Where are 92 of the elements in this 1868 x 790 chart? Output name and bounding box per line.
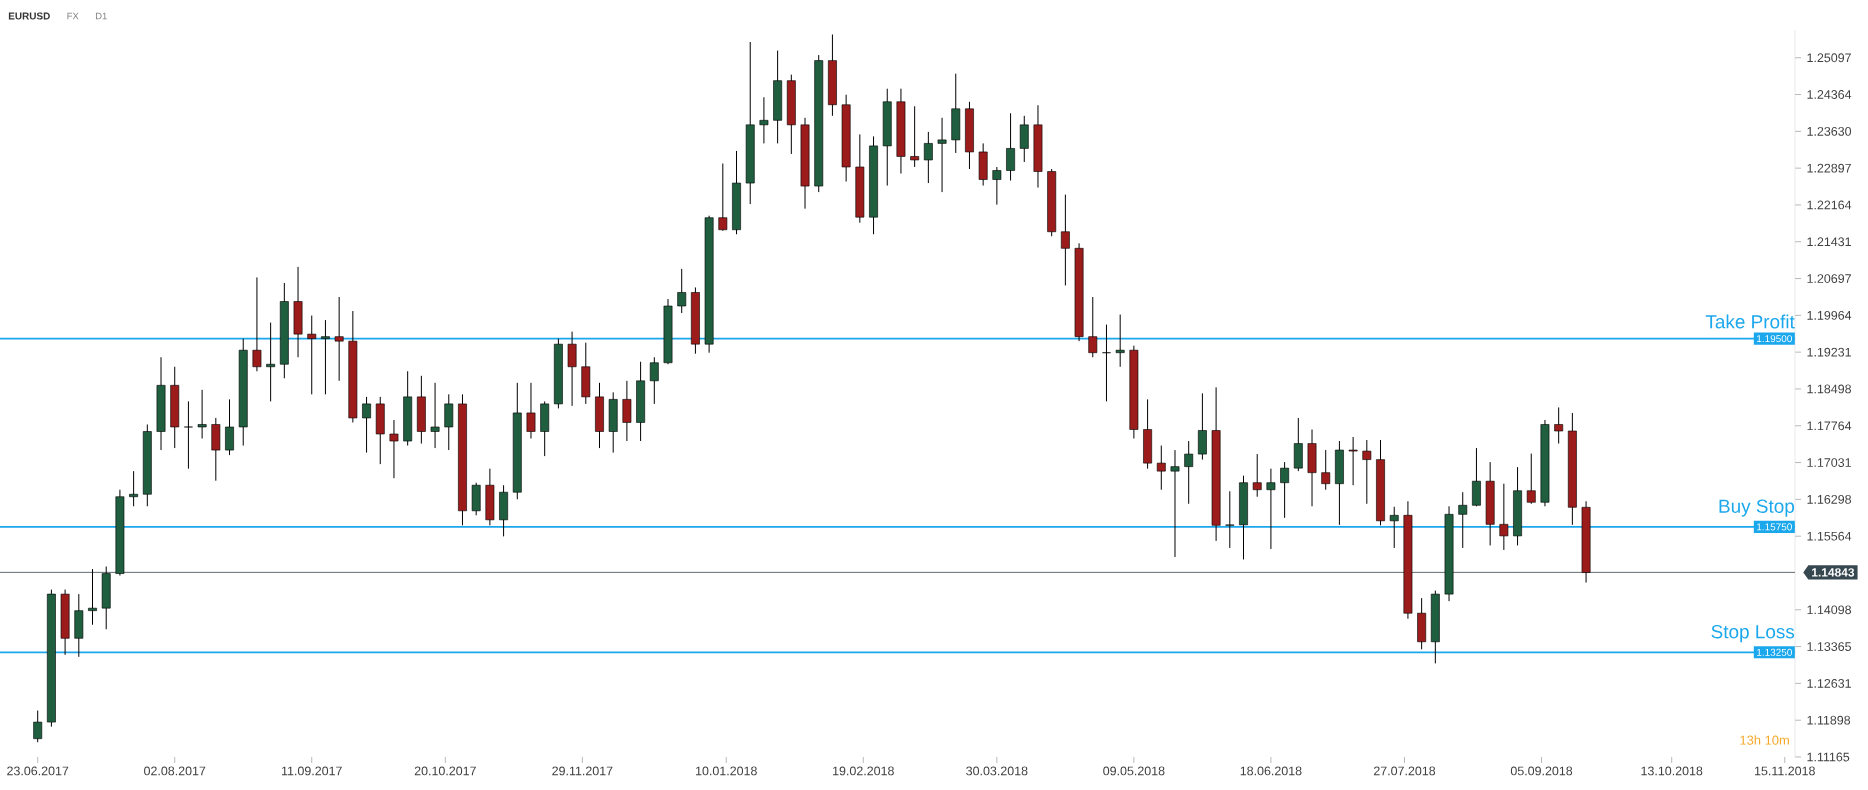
annotation: 13h 10m [1740, 735, 1789, 745]
y-tick-label: 1.12631 [1807, 679, 1851, 688]
candlestick [307, 315, 317, 395]
y-tick-label: 1.17031 [1807, 458, 1851, 467]
candlestick [992, 166, 1002, 206]
annotation: 1.13250 [1757, 648, 1792, 656]
candlestick [1348, 436, 1358, 486]
candlestick [677, 268, 687, 314]
candlestick [910, 105, 920, 168]
x-tick-label: 23.06.2017 [7, 766, 69, 776]
x-tick-label: 02.08.2017 [144, 766, 206, 776]
x-tick-label: 29.11.2017 [552, 766, 613, 776]
candlestick [567, 331, 577, 407]
y-tick-label: 1.19964 [1807, 310, 1852, 320]
y-tick-label: 1.11898 [1807, 715, 1851, 725]
y-tick-label: 1.22897 [1807, 163, 1851, 173]
candlestick [649, 356, 659, 405]
candlestick [1060, 194, 1070, 286]
candlestick [1458, 491, 1468, 549]
candlestick [266, 322, 276, 402]
candlestick [362, 396, 371, 454]
ref-line-label: Take Profit [1705, 314, 1795, 329]
y-tick-label: 1.22164 [1807, 200, 1852, 210]
candlestick [33, 710, 43, 743]
x-tick-label: 19.02.2018 [833, 766, 894, 776]
candlestick [430, 382, 440, 449]
annotation: 1.19500 [1757, 335, 1792, 343]
x-tick-label: 09.05.2018 [1103, 766, 1165, 776]
candlestick [759, 96, 769, 144]
candlestick [923, 131, 933, 184]
candlestick [1088, 296, 1098, 358]
x-tick-label: 30.03.2018 [966, 766, 1028, 776]
ref-line-label: 1.14843 [1812, 568, 1855, 577]
y-tick-label: 1.15564 [1807, 531, 1852, 541]
candlestick [1266, 468, 1276, 550]
y-tick-label: 1.19231 [1807, 347, 1851, 357]
candlestick [252, 276, 262, 372]
y-tick-label: 1.14098 [1807, 605, 1852, 615]
candlestick [1321, 449, 1331, 491]
text: D1 [95, 12, 107, 20]
candlestick [88, 568, 97, 626]
y-tick-label: 1.16298 [1807, 494, 1852, 504]
y-tick-label: 1.25097 [1807, 53, 1851, 63]
candlestick [1526, 453, 1536, 505]
y-tick-label: 1.11165 [1807, 752, 1850, 762]
y-tick-label: 1.24364 [1807, 90, 1852, 99]
candlestick [622, 380, 632, 442]
ref-line-label: Stop Loss [1711, 624, 1795, 643]
y-tick-label: 1.17764 [1807, 421, 1852, 431]
x-tick-label: 15.11.2018 [1755, 766, 1815, 776]
x-tick-label: 18.06.2018 [1240, 766, 1302, 776]
candlestick [1019, 115, 1029, 163]
candlestick [321, 319, 330, 395]
candlestick [1389, 506, 1399, 549]
y-tick-label: 1.18498 [1807, 384, 1852, 394]
candlestick [184, 400, 193, 470]
candlestick [1006, 112, 1015, 182]
x-tick-label: 13.10.2018 [1641, 766, 1703, 776]
candlestick [1362, 439, 1372, 505]
candlestick [389, 419, 399, 479]
annotation: 1.15750 [1757, 523, 1792, 531]
candlestick [1197, 392, 1207, 461]
candlestick [526, 382, 536, 440]
y-tick-label: 1.13365 [1807, 642, 1852, 651]
x-tick-label: 27.07.2018 [1373, 766, 1436, 776]
candlestick [1102, 324, 1111, 402]
candlestick [1115, 314, 1125, 368]
candlestick [1184, 440, 1194, 505]
candlestick [334, 296, 344, 382]
x-tick-label: 05.09.2018 [1510, 766, 1573, 776]
candlestick [1252, 453, 1262, 498]
candlestick [225, 398, 234, 456]
candlestick [1225, 490, 1235, 549]
y-tick-label: 1.20697 [1807, 274, 1851, 283]
y-tick-label: 1.23630 [1807, 126, 1852, 136]
candlestick [1280, 461, 1290, 519]
candlestick [937, 117, 947, 193]
candlestick [197, 389, 207, 440]
x-tick-label: 20.10.2017 [414, 766, 476, 776]
x-tick-label: 11.09.2017 [282, 766, 342, 776]
candlestick [718, 162, 728, 232]
candlestick [1554, 406, 1564, 445]
candlestick [1156, 445, 1166, 491]
candlestick [1499, 483, 1509, 551]
candlestick [444, 393, 454, 451]
x-tick-label: 10.01.2018 [696, 766, 757, 776]
ref-line-label: Buy Stop [1719, 499, 1795, 517]
candlestick [1170, 449, 1180, 558]
text: FX [67, 12, 79, 20]
candlestick [129, 470, 139, 507]
chart-title: EURUSD [8, 12, 50, 20]
y-tick-label: 1.21431 [1807, 237, 1851, 247]
